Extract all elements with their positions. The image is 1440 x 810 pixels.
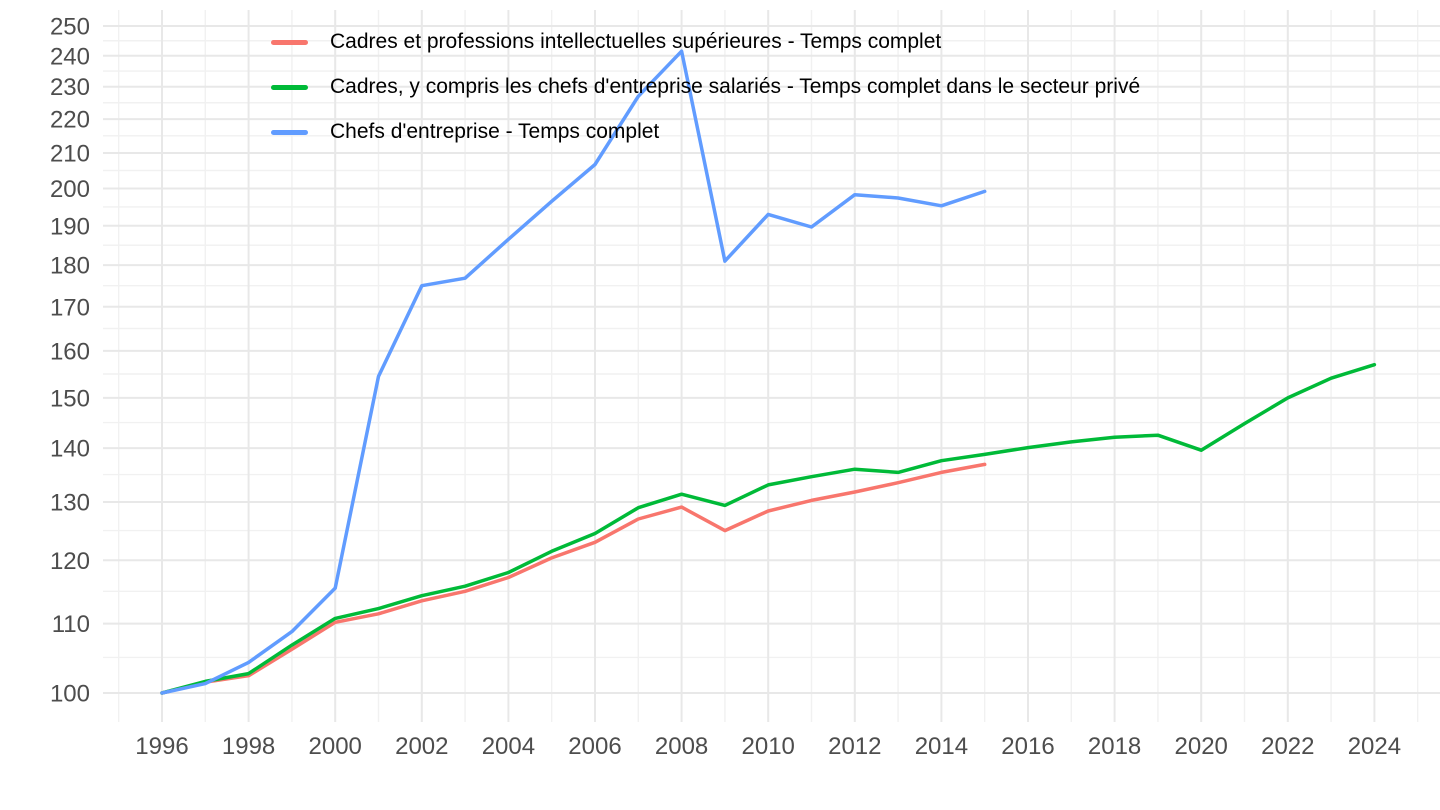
y-tick-label: 120 <box>50 548 90 575</box>
legend-key-green-line <box>271 84 308 90</box>
x-tick-label: 2008 <box>655 733 708 760</box>
series-line-2 <box>160 49 987 695</box>
legend-item-chefs-entreprise: Chefs d'entreprise - Temps complet <box>271 120 659 144</box>
series-line-1 <box>160 362 1377 695</box>
legend-label: Chefs d'entreprise - Temps complet <box>330 120 660 143</box>
x-tick-label: 2004 <box>482 733 535 760</box>
y-tick-label: 150 <box>50 385 90 412</box>
x-tick-label: 2018 <box>1088 733 1141 760</box>
y-tick-label: 110 <box>52 611 90 638</box>
x-tick-label: 2016 <box>1001 733 1054 760</box>
y-tick-label: 200 <box>50 176 90 203</box>
y-tick-label: 160 <box>50 338 90 365</box>
x-tick-label: 2024 <box>1348 733 1401 760</box>
y-tick-label: 230 <box>50 74 90 101</box>
legend-key-red-line <box>271 39 308 45</box>
x-tick-label: 1996 <box>135 733 188 760</box>
legend-label: Cadres, y compris les chefs d'entreprise… <box>330 75 1141 98</box>
y-tick-label: 190 <box>50 213 90 240</box>
y-tick-label: 220 <box>50 107 90 134</box>
x-tick-label: 2006 <box>568 733 621 760</box>
y-tick-label: 140 <box>50 436 90 463</box>
x-tick-label: 2022 <box>1261 733 1314 760</box>
x-tick-label: 2020 <box>1175 733 1228 760</box>
y-tick-label: 170 <box>50 294 90 321</box>
x-tick-label: 2010 <box>742 733 795 760</box>
legend-key-blue-line <box>271 129 308 135</box>
y-tick-label: 210 <box>50 140 90 167</box>
legend-item-cadres-prive: Cadres, y compris les chefs d'entreprise… <box>271 75 1140 99</box>
y-tick-label: 130 <box>50 490 90 517</box>
y-tick-label: 250 <box>50 14 90 41</box>
legend-label: Cadres et professions intellectuelles su… <box>330 30 942 53</box>
legend-item-cadres-superieures: Cadres et professions intellectuelles su… <box>271 30 941 54</box>
x-tick-label: 2014 <box>915 733 968 760</box>
x-tick-label: 2000 <box>309 733 362 760</box>
y-tick-label: 100 <box>50 681 90 708</box>
series-line-0 <box>160 462 987 695</box>
x-tick-label: 1998 <box>222 733 275 760</box>
x-tick-label: 2012 <box>828 733 881 760</box>
x-tick-label: 2002 <box>395 733 448 760</box>
y-tick-label: 180 <box>50 253 90 280</box>
y-tick-label: 240 <box>50 43 90 70</box>
